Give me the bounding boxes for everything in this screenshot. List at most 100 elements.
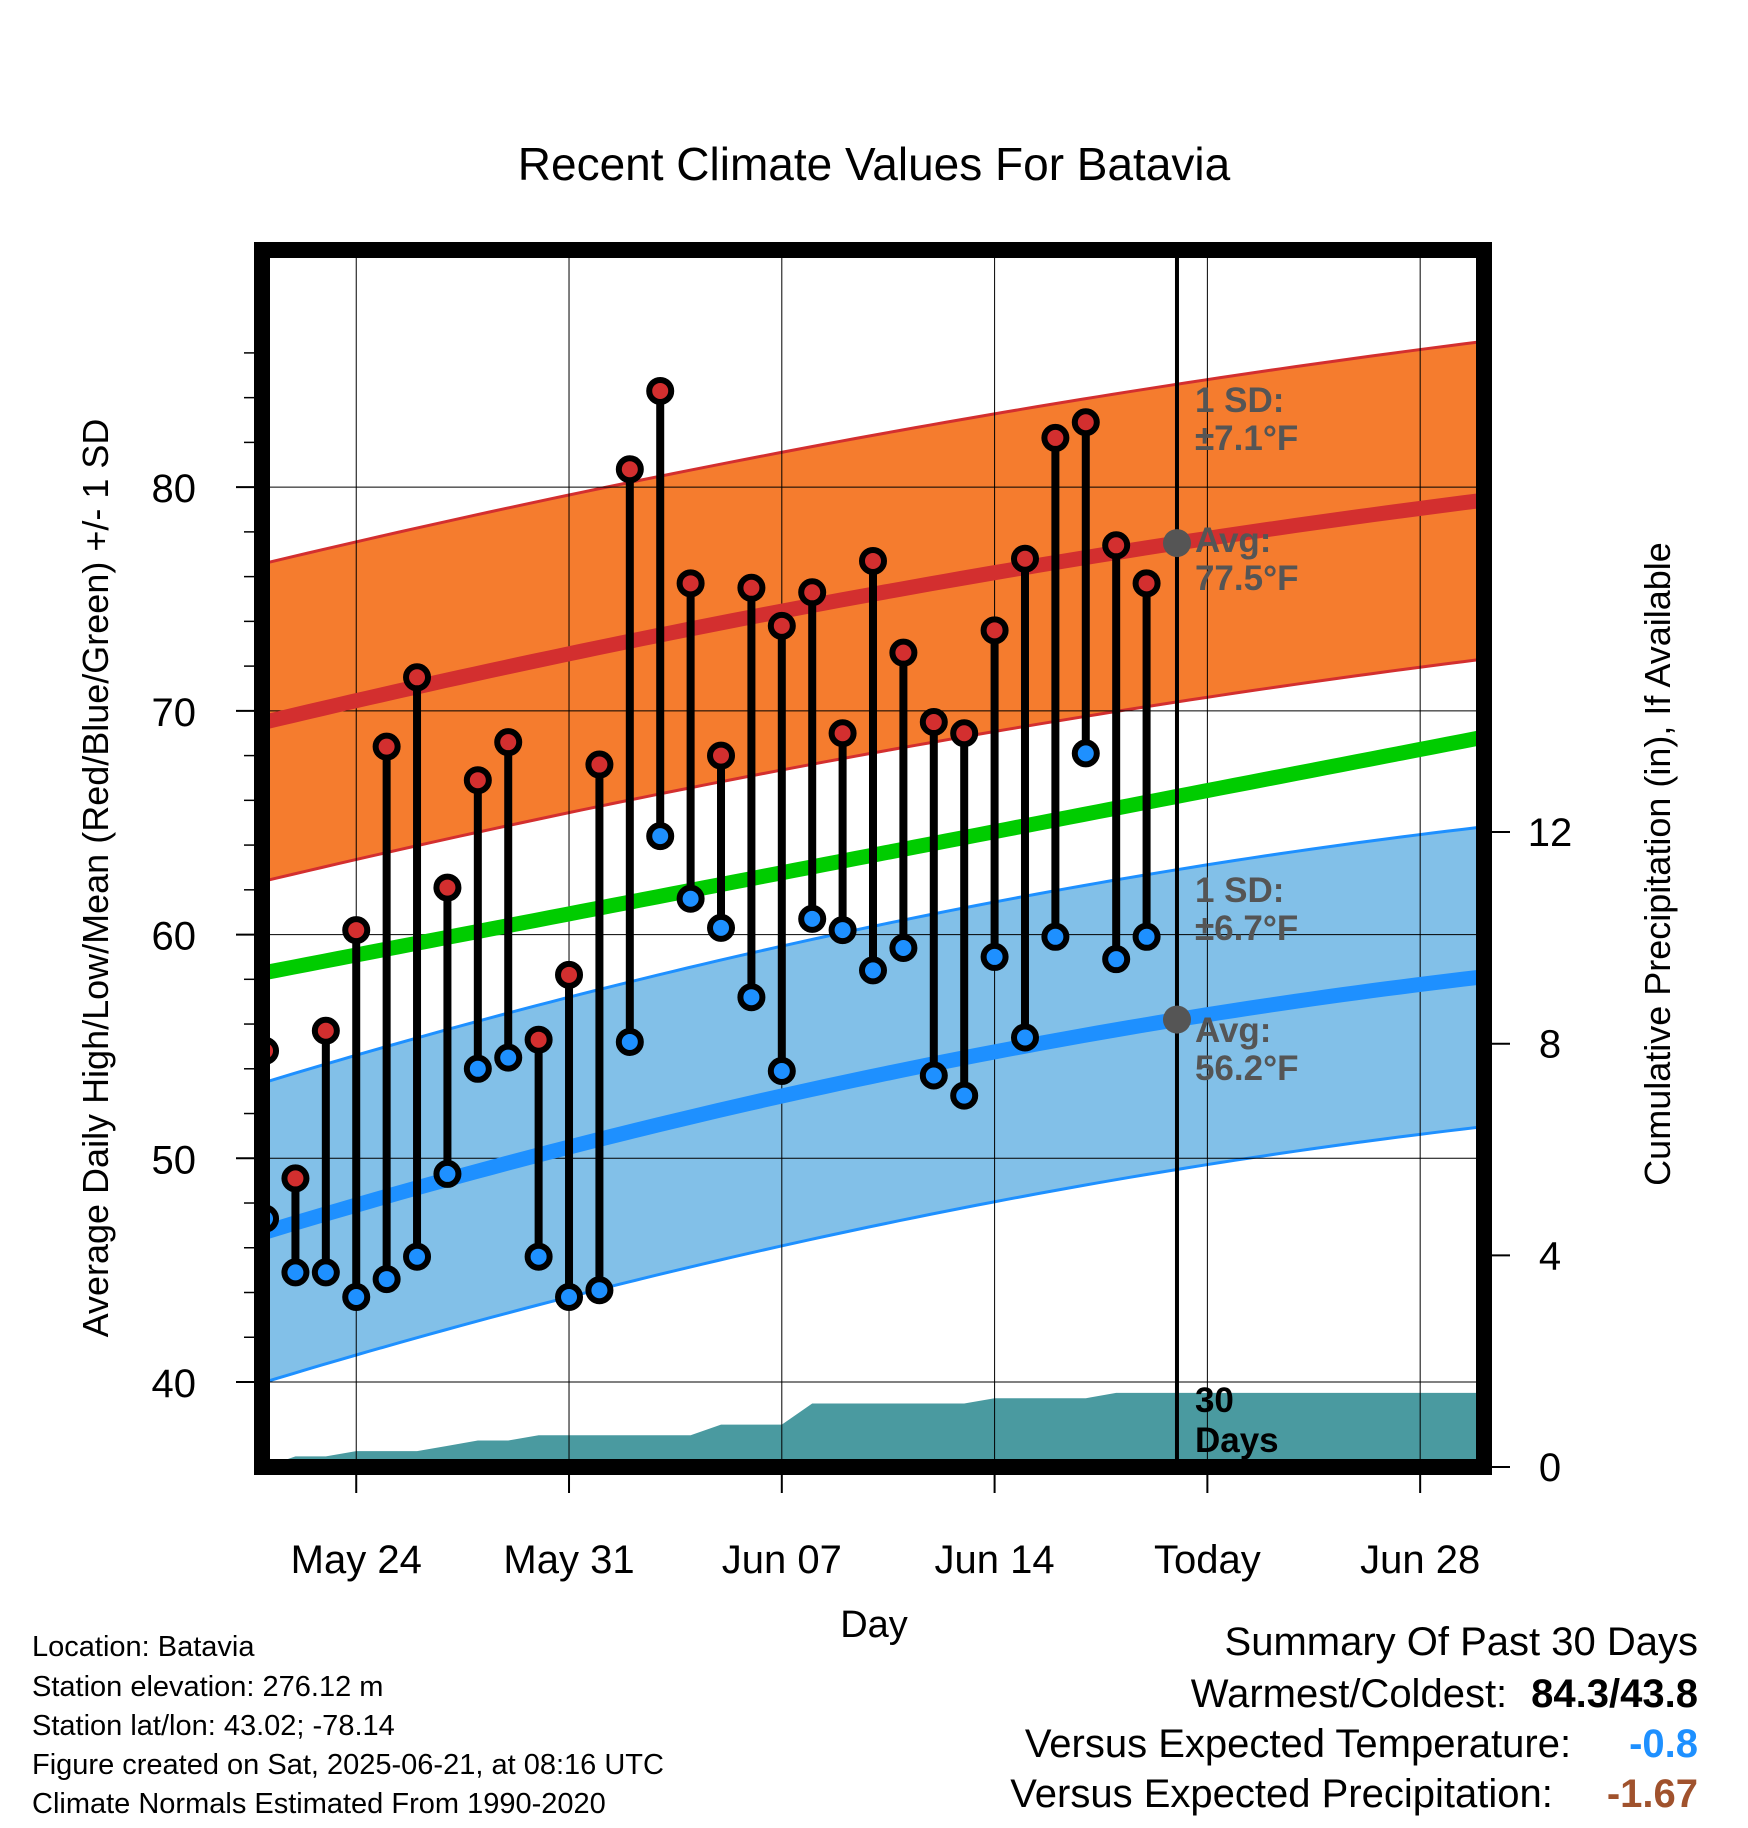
low-point (555, 1282, 584, 1311)
summary-warm-cold: Warmest/Coldest: 84.3/43.8 (1191, 1672, 1698, 1717)
high-point (646, 376, 675, 405)
low-point (403, 1242, 432, 1271)
annotation-label: Avg: (1195, 1011, 1271, 1050)
annotation-label: 1 SD: (1195, 381, 1284, 420)
low-point (342, 1282, 371, 1311)
annotation-value: ±7.1°F (1195, 419, 1298, 458)
low-point (372, 1265, 401, 1294)
today-high-avg-marker (1162, 529, 1191, 558)
y2-tick-label: 0 (1539, 1446, 1561, 1490)
summary-precip-label: Versus Expected Precipitation: (1010, 1772, 1553, 1816)
annotation-label: 1 SD: (1195, 871, 1284, 910)
high-point (342, 916, 371, 945)
low-point (463, 1054, 492, 1083)
low-point (433, 1159, 462, 1188)
high-point (798, 578, 827, 607)
annotation-value: ±6.7°F (1195, 909, 1298, 948)
low-point (950, 1081, 979, 1110)
y-tick-label: 40 (152, 1362, 197, 1406)
y-tick-label: 50 (152, 1138, 197, 1182)
low-point (1132, 922, 1161, 951)
plot-frame (254, 242, 1492, 1475)
summary-warm-cold-value: 84.3/43.8 (1531, 1672, 1698, 1716)
high-point (1102, 531, 1131, 560)
high-point (555, 960, 584, 989)
x-tick-label: Jun 14 (935, 1538, 1055, 1582)
low-point (1041, 922, 1070, 951)
today-low-avg-marker (1162, 1005, 1191, 1034)
y-tick-label: 70 (152, 691, 197, 735)
high-point (403, 663, 432, 692)
x-tick-label: May 24 (291, 1538, 422, 1582)
low-point (1071, 739, 1100, 768)
high-point (615, 455, 644, 484)
low-normal-line (262, 969, 1479, 1241)
low-point (737, 983, 766, 1012)
low-point (615, 1027, 644, 1056)
high-point (889, 638, 918, 667)
low-point (524, 1242, 553, 1271)
high-point (1132, 569, 1161, 598)
x-axis-label: Day (840, 1604, 908, 1646)
y2-tick-label: 12 (1528, 811, 1573, 855)
high-point (767, 611, 796, 640)
high-point (524, 1025, 553, 1054)
high-point (1010, 544, 1039, 573)
y-tick-label: 60 (152, 915, 197, 959)
y2-axis-label: Cumulative Precipitation (in), If Availa… (1637, 542, 1678, 1186)
summary-precip: Versus Expected Precipitation: -1.67 (1010, 1772, 1698, 1817)
x-tick-label: May 31 (503, 1538, 634, 1582)
high-point (433, 873, 462, 902)
summary-temp-label: Versus Expected Temperature: (1024, 1722, 1572, 1766)
summary-temp: Versus Expected Temperature: -0.8 (1025, 1722, 1698, 1767)
high-point (950, 719, 979, 748)
info-elevation: Station elevation: 276.12 m (32, 1671, 384, 1703)
low-point (494, 1043, 523, 1072)
low-point (281, 1258, 310, 1287)
annotation-value: 77.5°F (1195, 559, 1299, 598)
info-created: Figure created on Sat, 2025-06-21, at 08… (32, 1749, 664, 1781)
x-tick-label: Jun 07 (722, 1538, 842, 1582)
high-sd-upper-line (262, 340, 1479, 566)
high-point (463, 766, 492, 795)
info-normals: Climate Normals Estimated From 1990-2020 (32, 1788, 606, 1820)
high-point (707, 741, 736, 770)
summary-heading: Summary Of Past 30 Days (1224, 1620, 1698, 1664)
y2-tick-label: 8 (1539, 1023, 1561, 1067)
low-point (585, 1276, 614, 1305)
annotation-label: Avg: (1195, 521, 1271, 560)
low-sd-lower-line (262, 1125, 1479, 1385)
low-point (767, 1057, 796, 1086)
high-point (919, 708, 948, 737)
info-latlon: Station lat/lon: 43.02; -78.14 (32, 1710, 395, 1742)
low-point (1010, 1023, 1039, 1052)
high-point (494, 728, 523, 757)
x-tick-label: Jun 28 (1360, 1538, 1480, 1582)
high-point (980, 616, 1009, 645)
y-axis-label: Average Daily High/Low/Mean (Red/Blue/Gr… (75, 419, 116, 1338)
low-point (980, 942, 1009, 971)
y-tick-label: 80 (152, 467, 197, 511)
low-point (676, 884, 705, 913)
summary-temp-value: -0.8 (1629, 1722, 1698, 1766)
low-point (919, 1061, 948, 1090)
low-point (646, 822, 675, 851)
low-point (311, 1258, 340, 1287)
chart-title: Recent Climate Values For Batavia (518, 138, 1231, 190)
low-point (859, 956, 887, 985)
info-location: Location: Batavia (32, 1631, 255, 1663)
high-point (828, 719, 857, 748)
summary-precip-value: -1.67 (1606, 1772, 1698, 1816)
high-point (281, 1164, 310, 1193)
high-point (585, 750, 614, 779)
high-point (859, 546, 887, 575)
days-annotation-label: Days (1195, 1421, 1279, 1460)
low-point (889, 933, 918, 962)
high-point (372, 732, 401, 761)
low-point (798, 904, 827, 933)
x-tick-label: Today (1154, 1538, 1261, 1582)
high-point (1071, 408, 1100, 437)
precip-area (265, 1392, 1484, 1467)
high-point (1041, 423, 1070, 452)
annotation-value: 56.2°F (1195, 1049, 1299, 1088)
